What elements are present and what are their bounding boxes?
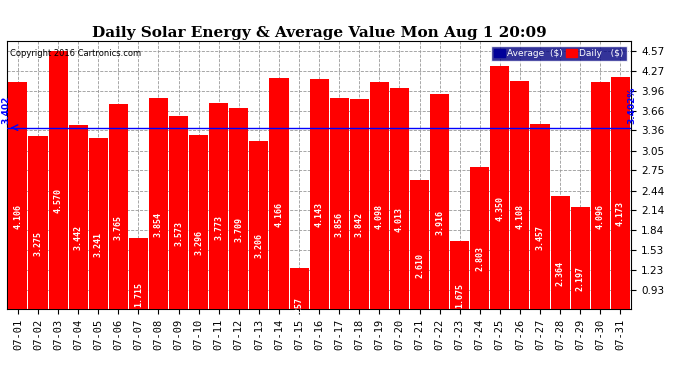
Text: Copyright 2016 Cartronics.com: Copyright 2016 Cartronics.com xyxy=(10,49,141,58)
Text: 4.013: 4.013 xyxy=(395,207,404,232)
Text: 4.570: 4.570 xyxy=(54,188,63,213)
Bar xyxy=(551,196,570,351)
Text: 4.106: 4.106 xyxy=(13,204,23,229)
Bar xyxy=(430,94,449,351)
Bar xyxy=(209,104,228,351)
Text: 3.402%: 3.402% xyxy=(628,86,637,124)
Bar xyxy=(511,81,529,351)
Bar xyxy=(229,108,248,351)
Text: 3.709: 3.709 xyxy=(235,217,244,242)
Text: 3.206: 3.206 xyxy=(255,233,264,258)
Bar xyxy=(470,167,489,351)
Bar xyxy=(249,141,268,351)
Title: Daily Solar Energy & Average Value Mon Aug 1 20:09: Daily Solar Energy & Average Value Mon A… xyxy=(92,26,546,40)
Text: 4.108: 4.108 xyxy=(515,204,524,228)
Text: 3.457: 3.457 xyxy=(535,225,544,250)
Bar xyxy=(531,124,549,351)
Text: 3.275: 3.275 xyxy=(34,231,43,256)
Bar xyxy=(169,117,188,351)
Bar xyxy=(8,81,28,351)
Text: 3.241: 3.241 xyxy=(94,232,103,257)
Bar xyxy=(491,66,509,351)
Bar xyxy=(149,98,168,351)
Text: 3.442: 3.442 xyxy=(74,225,83,251)
Text: 3.296: 3.296 xyxy=(194,230,203,255)
Bar xyxy=(28,136,48,351)
Text: 4.096: 4.096 xyxy=(595,204,604,229)
Bar xyxy=(591,82,610,351)
Text: 4.173: 4.173 xyxy=(615,201,625,226)
Bar xyxy=(269,78,288,351)
Text: 1.715: 1.715 xyxy=(134,282,143,307)
Bar xyxy=(68,125,88,351)
Text: 1.675: 1.675 xyxy=(455,283,464,308)
Text: 3.856: 3.856 xyxy=(335,212,344,237)
Legend: Average  ($), Daily   ($): Average ($), Daily ($) xyxy=(491,46,627,61)
Bar xyxy=(330,98,348,351)
Bar xyxy=(129,238,148,351)
Bar xyxy=(450,241,469,351)
Text: 3.573: 3.573 xyxy=(174,221,183,246)
Bar xyxy=(370,82,389,351)
Text: 2.364: 2.364 xyxy=(555,261,564,286)
Bar xyxy=(290,268,308,351)
Text: 2.610: 2.610 xyxy=(415,253,424,278)
Text: 3.916: 3.916 xyxy=(435,210,444,235)
Bar xyxy=(410,180,429,351)
Bar xyxy=(350,99,369,351)
Bar xyxy=(89,138,108,351)
Bar xyxy=(48,51,68,351)
Bar xyxy=(571,207,590,351)
Text: 3.842: 3.842 xyxy=(355,212,364,237)
Text: 2.803: 2.803 xyxy=(475,246,484,271)
Bar xyxy=(390,88,409,351)
Bar xyxy=(109,104,128,351)
Text: 4.166: 4.166 xyxy=(275,202,284,226)
Text: 3.402: 3.402 xyxy=(1,95,10,124)
Bar xyxy=(310,79,328,351)
Text: 3.854: 3.854 xyxy=(154,212,163,237)
Text: 1.257: 1.257 xyxy=(295,297,304,322)
Text: 4.350: 4.350 xyxy=(495,196,504,220)
Text: 4.143: 4.143 xyxy=(315,202,324,227)
Text: 3.765: 3.765 xyxy=(114,215,123,240)
Bar xyxy=(611,77,630,351)
Bar xyxy=(189,135,208,351)
Text: 2.197: 2.197 xyxy=(575,266,584,291)
Text: 4.098: 4.098 xyxy=(375,204,384,229)
Text: 3.773: 3.773 xyxy=(214,214,224,240)
